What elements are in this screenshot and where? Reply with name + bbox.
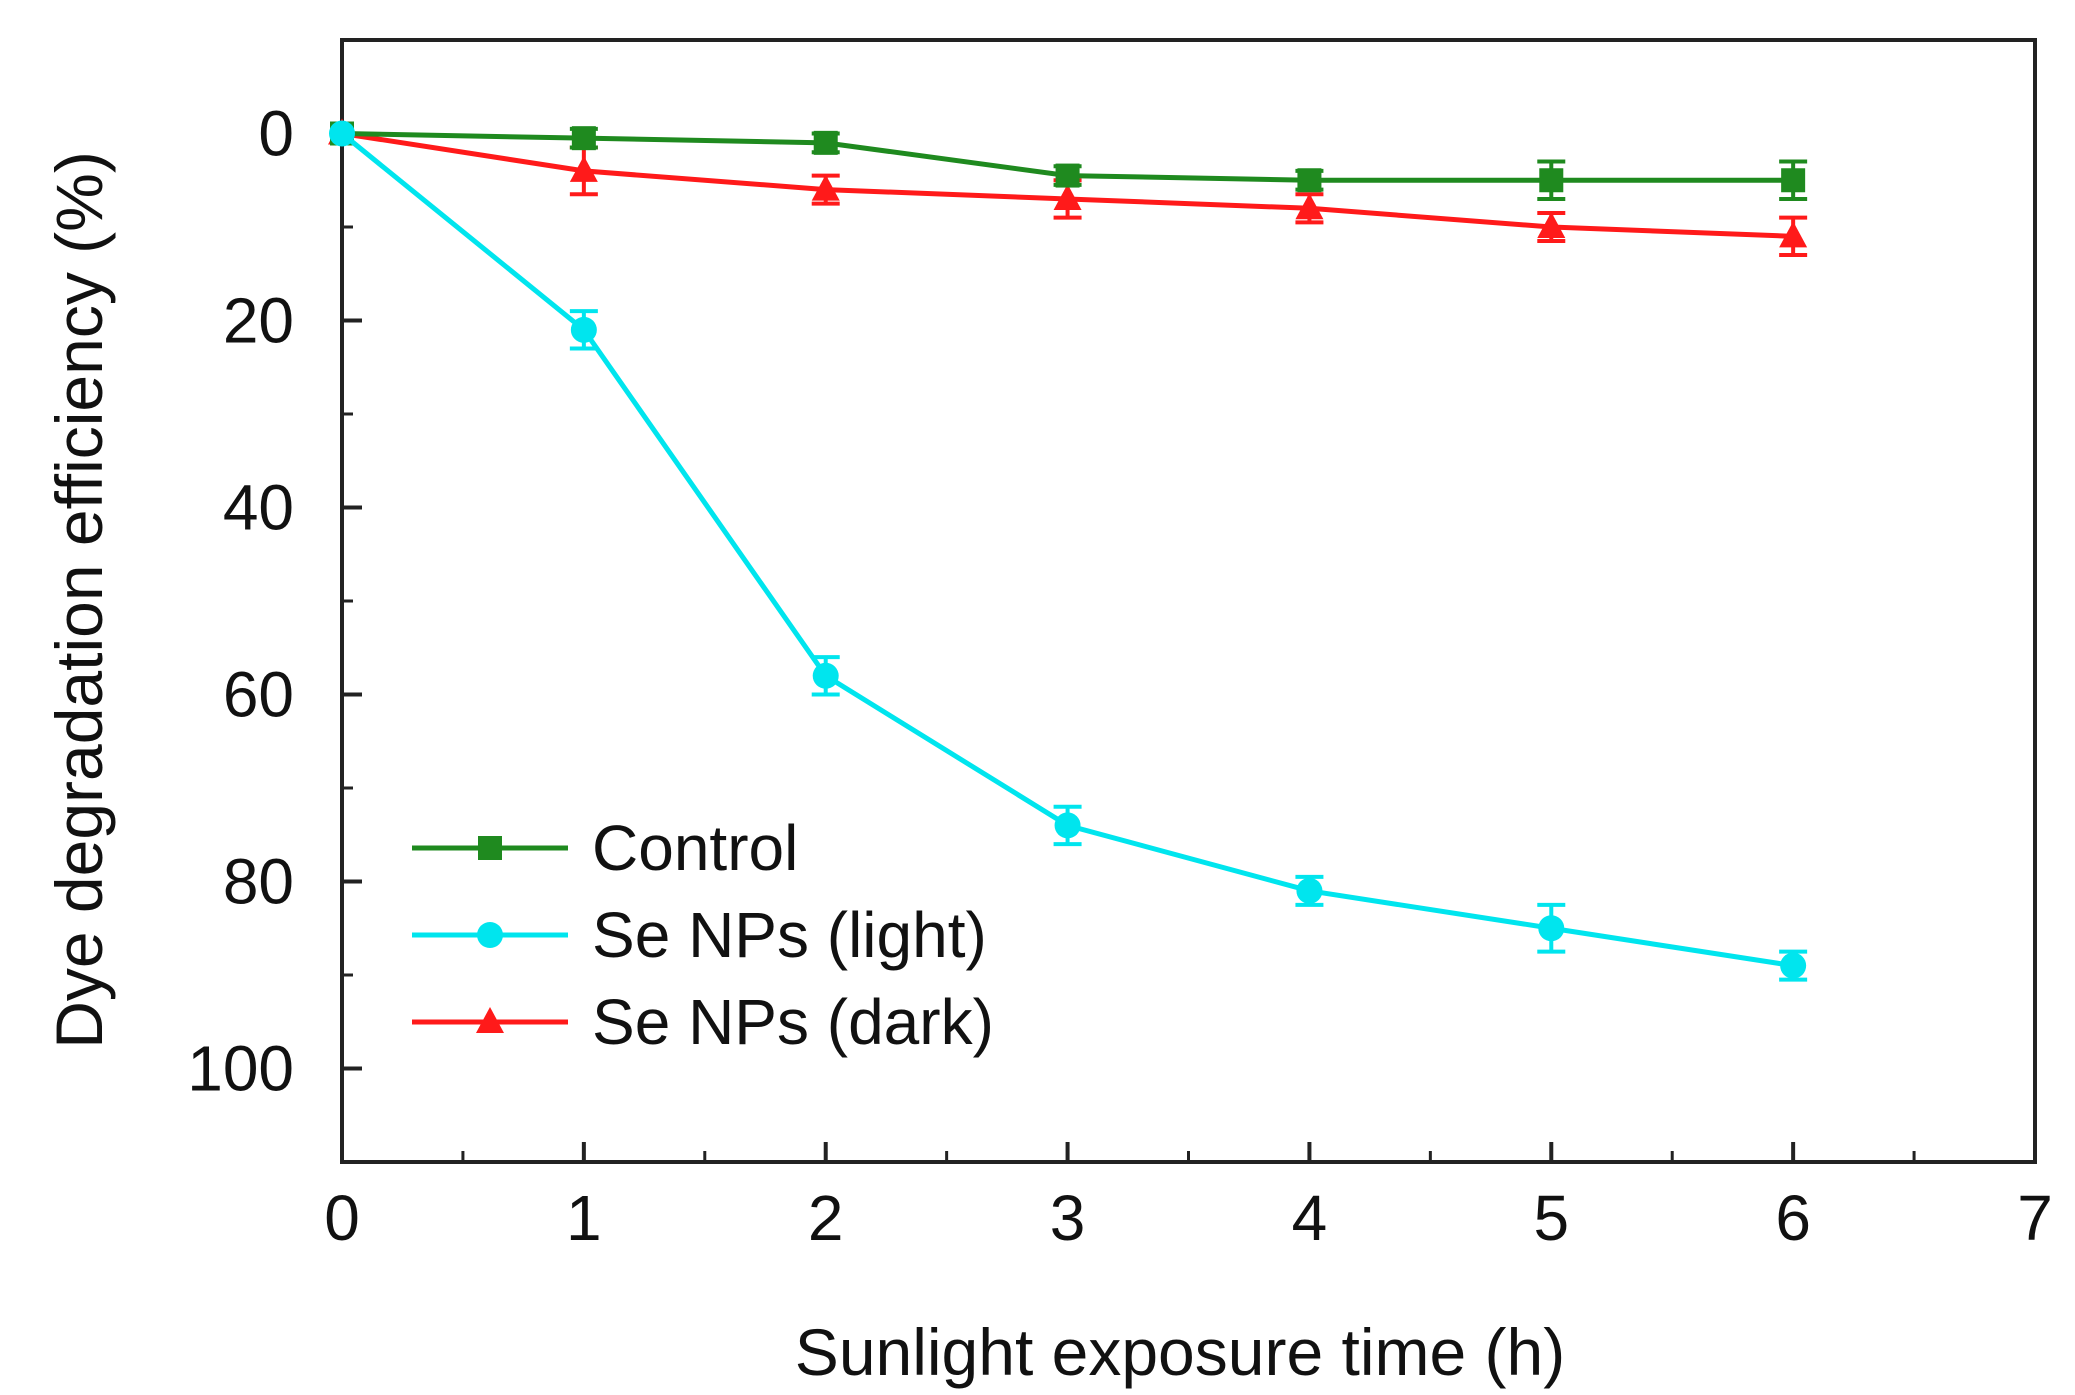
se-nps-light-point	[570, 316, 597, 343]
control-point	[1781, 168, 1806, 193]
x-tick-label: 3	[1050, 1182, 1086, 1254]
control-point	[1297, 168, 1322, 193]
x-tick-label: 6	[1775, 1182, 1811, 1254]
se-nps-light-point	[1780, 952, 1807, 979]
series-se-nps-light	[329, 120, 1808, 982]
se-nps-light-point	[812, 662, 839, 689]
y-tick-label: 60	[223, 659, 294, 731]
legend-label: Se NPs (light)	[592, 899, 987, 971]
control-point	[813, 130, 838, 155]
x-axis: 0 1 2 3 4 5 6 7	[324, 1142, 2053, 1254]
se-nps-dark-point	[811, 174, 840, 201]
x-tick-label: 4	[1292, 1182, 1328, 1254]
series-control	[330, 121, 1808, 201]
control-point	[1539, 168, 1564, 193]
control-point	[1055, 163, 1080, 188]
se-nps-light-point	[1296, 877, 1323, 904]
control-point	[571, 126, 596, 151]
se-nps-light-point	[1538, 915, 1565, 942]
se-nps-light-point	[329, 120, 355, 147]
series-layer	[328, 118, 1808, 982]
legend-item-control: Control	[412, 812, 798, 884]
legend-item-se-nps-light: Se NPs (light)	[412, 899, 987, 971]
se-nps-dark-point	[1537, 212, 1566, 238]
y-tick-label: 80	[223, 846, 294, 918]
se-nps-light-point	[1054, 812, 1081, 839]
legend-marker	[477, 922, 503, 948]
legend-marker	[478, 836, 502, 860]
se-nps-dark-point	[1053, 183, 1082, 210]
x-axis-title: Sunlight exposure time (h)	[795, 1315, 1565, 1389]
y-tick-label: 0	[258, 98, 294, 170]
x-tick-label: 0	[324, 1182, 360, 1254]
y-tick-label: 100	[187, 1033, 294, 1105]
x-tick-label: 1	[566, 1182, 602, 1254]
x-tick-label: 7	[2017, 1182, 2053, 1254]
x-tick-label: 2	[808, 1182, 844, 1254]
y-tick-label: 20	[223, 285, 294, 357]
x-tick-label: 5	[1533, 1182, 1569, 1254]
legend-marker	[476, 1007, 504, 1033]
se-nps-dark-point	[569, 155, 598, 182]
legend-item-se-nps-dark: Se NPs (dark)	[412, 986, 994, 1058]
se-nps-dark-point	[1295, 193, 1324, 220]
y-tick-label: 40	[223, 472, 294, 544]
se-nps-dark-point	[1779, 221, 1808, 248]
legend-label: Se NPs (dark)	[592, 986, 994, 1058]
legend-label: Control	[592, 812, 798, 884]
legend: Control Se NPs (light) Se NPs (dark)	[412, 812, 994, 1058]
y-axis: 0 20 40 60 80 100	[187, 38, 362, 1164]
y-axis-title: Dye degradation efficiency (%)	[42, 151, 116, 1049]
